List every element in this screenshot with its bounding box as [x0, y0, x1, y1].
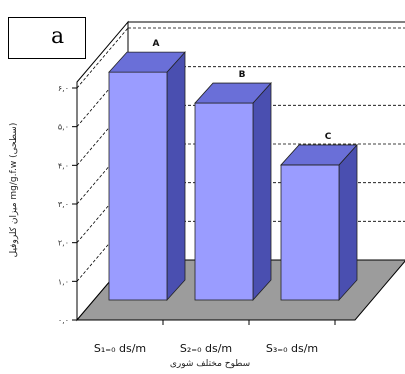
- y-tick-label: ۰,۰: [58, 316, 69, 325]
- y-tick-label: ۴,۰: [58, 161, 69, 170]
- bar-side: [338, 143, 358, 302]
- x-tick-label: S₃₌₀ ds/m: [266, 342, 318, 355]
- y-axis-title: میزان کلروفیل mg/g.f.w (سطحی): [9, 123, 19, 258]
- x-axis-title: سطوح مختلف شوری: [170, 359, 250, 369]
- panel-label: a: [51, 24, 65, 49]
- axes: [72, 82, 355, 325]
- x-tick-label: S₁₌₀ ds/m: [94, 342, 146, 355]
- bar-letter-label: C: [325, 132, 332, 142]
- bar: [108, 71, 168, 301]
- panel-label-box: a: [8, 17, 86, 59]
- bar-top: [108, 51, 186, 73]
- y-tick-label: ۵,۰: [58, 123, 69, 132]
- bar-letter-label: B: [239, 70, 246, 80]
- y-tick-label: ۱,۰: [58, 277, 69, 286]
- labels: ۰,۰ ۱,۰ ۲,۰ ۳,۰ ۴,۰ ۵,۰ ۶,۰ A S₁₌₀ ds/m B S₂₌₀ ds/…: [9, 39, 332, 369]
- x-tick-label: S₂₌₀ ds/m: [180, 342, 232, 355]
- bar-side: [166, 51, 186, 302]
- bar: [280, 164, 340, 301]
- gridline-side: [76, 27, 129, 89]
- y-tick-label: ۳,۰: [58, 200, 69, 209]
- bar-top: [194, 82, 272, 104]
- y-tick-label: ۲,۰: [58, 239, 69, 248]
- bar-top: [280, 144, 358, 166]
- y-tick-label: ۶,۰: [58, 84, 69, 93]
- bar: [194, 102, 254, 301]
- bar-letter-label: A: [153, 39, 160, 49]
- bars: [108, 51, 358, 302]
- bar-side: [252, 82, 272, 302]
